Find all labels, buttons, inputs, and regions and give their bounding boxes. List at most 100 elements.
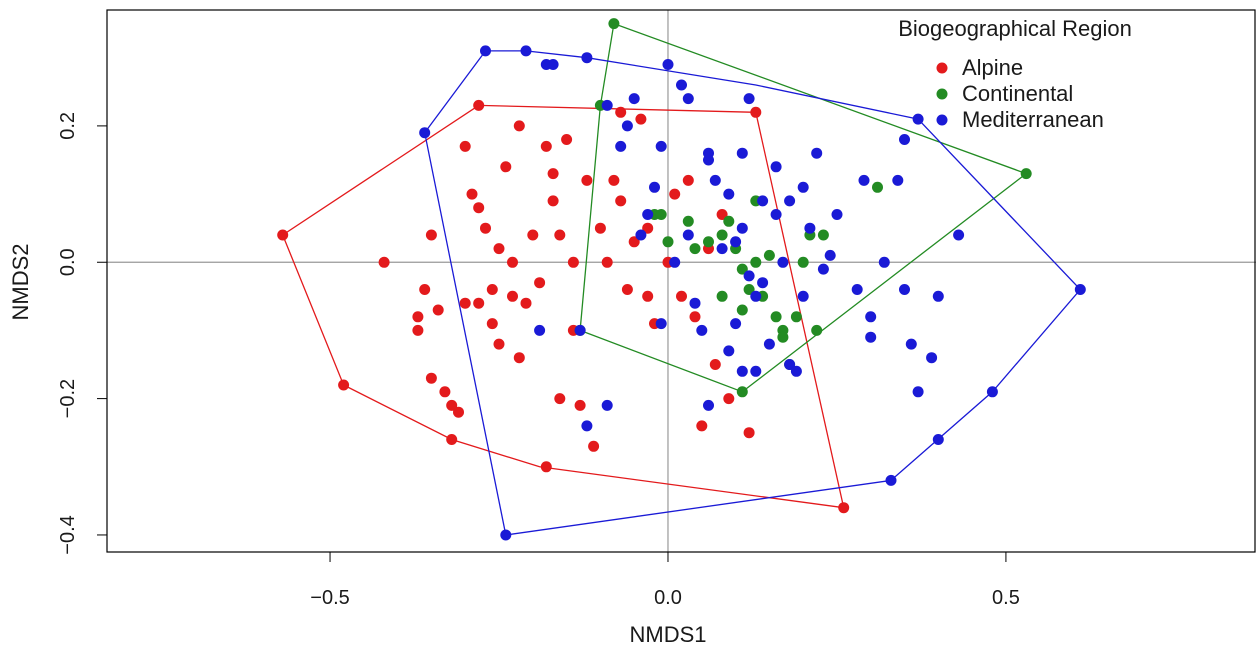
data-points: [277, 18, 1086, 541]
point-mediterranean: [635, 229, 647, 241]
point-alpine: [594, 222, 606, 234]
point-mediterranean: [892, 174, 904, 186]
point-mediterranean: [534, 324, 546, 336]
point-alpine: [453, 406, 464, 418]
point-alpine: [554, 229, 566, 241]
point-alpine: [696, 420, 708, 432]
point-continental: [682, 215, 694, 227]
point-alpine: [750, 106, 762, 118]
point-alpine: [493, 338, 505, 350]
x-tick-label: 0.5: [992, 587, 1020, 609]
point-continental: [736, 263, 748, 275]
point-alpine: [635, 113, 647, 125]
point-mediterranean: [581, 420, 593, 432]
convex-hulls: [281, 22, 1082, 536]
point-mediterranean: [716, 243, 728, 255]
point-alpine: [412, 324, 424, 336]
point-continental: [716, 229, 728, 241]
legend-label-continental: Continental: [962, 81, 1073, 106]
point-alpine: [561, 134, 573, 145]
y-axis-label: NMDS2: [8, 243, 33, 320]
point-alpine: [493, 243, 505, 255]
point-alpine: [338, 379, 350, 391]
point-alpine: [547, 195, 559, 207]
point-mediterranean: [730, 318, 742, 330]
point-mediterranean: [790, 365, 802, 377]
point-continental: [716, 290, 728, 302]
point-mediterranean: [642, 209, 654, 220]
point-alpine: [473, 99, 485, 111]
point-mediterranean: [763, 338, 775, 350]
point-mediterranean: [709, 174, 721, 186]
point-alpine: [473, 297, 485, 309]
point-alpine: [513, 120, 525, 132]
point-mediterranean: [831, 209, 843, 220]
point-mediterranean: [757, 277, 769, 289]
point-mediterranean: [574, 324, 586, 336]
point-mediterranean: [682, 229, 694, 241]
point-alpine: [682, 174, 694, 186]
point-alpine: [513, 352, 525, 364]
point-alpine: [554, 393, 566, 405]
point-mediterranean: [615, 140, 627, 152]
point-continental: [736, 386, 748, 398]
point-mediterranean: [878, 256, 890, 268]
point-mediterranean: [703, 399, 714, 411]
point-continental: [763, 249, 775, 261]
y-tick-label: 0.2: [57, 112, 79, 140]
point-alpine: [507, 290, 518, 302]
point-mediterranean: [757, 195, 769, 207]
point-mediterranean: [932, 434, 944, 445]
point-mediterranean: [703, 154, 714, 166]
point-alpine: [642, 290, 654, 302]
point-alpine: [567, 256, 579, 268]
point-alpine: [676, 290, 687, 302]
point-alpine: [615, 106, 627, 118]
point-mediterranean: [655, 318, 667, 330]
point-mediterranean: [736, 222, 748, 234]
y-axis: −0.4 −0.2 0.0 0.2: [57, 112, 107, 555]
point-mediterranean: [621, 120, 633, 132]
point-mediterranean: [770, 161, 782, 173]
point-continental: [750, 256, 762, 268]
point-alpine: [378, 256, 390, 268]
point-alpine: [621, 284, 633, 295]
point-mediterranean: [750, 290, 762, 302]
point-continental: [736, 304, 748, 316]
point-continental: [608, 18, 620, 30]
point-alpine: [588, 440, 600, 452]
point-alpine: [277, 229, 289, 241]
point-alpine: [425, 229, 437, 241]
point-alpine: [628, 236, 640, 248]
point-mediterranean: [784, 359, 796, 370]
point-alpine: [446, 399, 458, 411]
point-mediterranean: [520, 45, 532, 57]
point-alpine: [608, 174, 620, 186]
point-mediterranean: [986, 386, 998, 398]
point-continental: [770, 311, 782, 323]
point-alpine: [716, 209, 728, 220]
legend-label-mediterranean: Mediterranean: [962, 107, 1104, 132]
point-mediterranean: [649, 181, 660, 193]
point-alpine: [601, 256, 613, 268]
legend-marker-alpine: [936, 62, 948, 74]
point-alpine: [615, 195, 627, 207]
point-mediterranean: [926, 352, 938, 364]
point-continental: [723, 215, 735, 227]
point-alpine: [540, 140, 552, 152]
point-mediterranean: [547, 59, 559, 70]
point-mediterranean: [669, 256, 681, 268]
point-alpine: [486, 318, 498, 330]
point-alpine: [500, 161, 512, 173]
point-mediterranean: [784, 195, 796, 207]
point-mediterranean: [905, 338, 917, 350]
point-alpine: [480, 222, 491, 234]
x-axis: −0.5 0.0 0.5: [310, 551, 1020, 609]
point-continental: [743, 284, 755, 295]
point-alpine: [709, 359, 721, 370]
point-alpine: [743, 427, 755, 439]
point-alpine: [439, 386, 451, 398]
point-alpine: [419, 284, 431, 295]
reference-lines: [107, 10, 1256, 552]
point-mediterranean: [1074, 284, 1086, 295]
